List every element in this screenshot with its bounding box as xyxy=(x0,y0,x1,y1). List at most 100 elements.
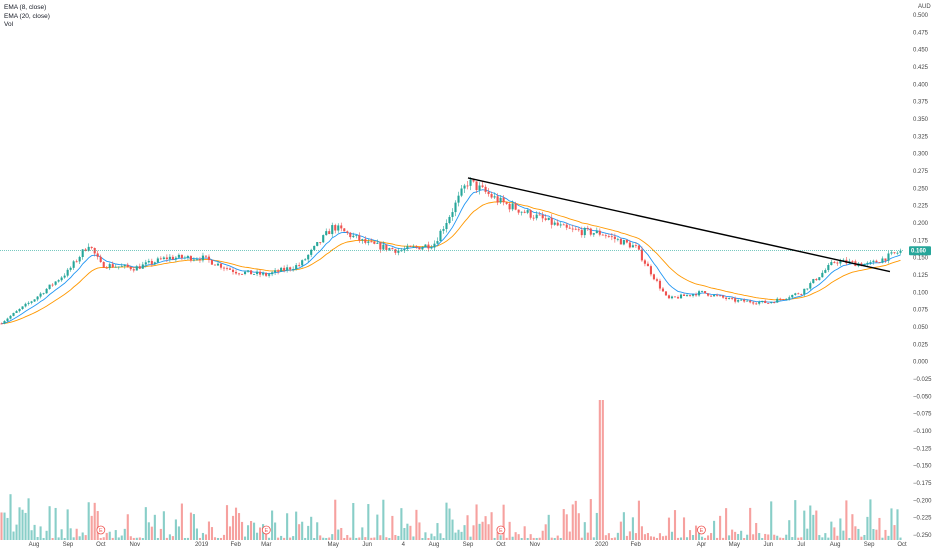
candle-body xyxy=(743,299,746,302)
volume-bar xyxy=(397,535,400,540)
candle-body xyxy=(313,245,316,250)
candle-body xyxy=(448,216,451,224)
candle-body xyxy=(478,185,481,191)
volume-bar xyxy=(84,535,87,540)
trendline[interactable] xyxy=(467,177,891,273)
candle-body xyxy=(364,239,367,243)
candle-body xyxy=(18,308,21,312)
volume-bar xyxy=(610,537,613,540)
candle-body xyxy=(33,299,36,302)
volume-bar xyxy=(207,521,211,540)
candle-body xyxy=(207,256,211,261)
price-axis[interactable]: 0.500 0.475 0.450 0.425 0.400 0.375 0.350 0.325… xyxy=(913,13,932,539)
candle-body xyxy=(610,236,613,238)
volume-bar xyxy=(556,535,559,540)
volume-bar xyxy=(670,531,674,540)
volume-bar xyxy=(337,529,340,540)
volume-bar xyxy=(878,517,881,540)
legend-ema-20[interactable]: EMA (20, close) xyxy=(4,12,50,20)
candle-body xyxy=(532,217,535,219)
x-tick-label: Sep xyxy=(463,542,474,548)
volume-bar xyxy=(105,532,108,540)
candle-body xyxy=(135,266,138,271)
candle-body xyxy=(716,294,719,296)
volume-bar xyxy=(412,536,415,540)
volume-bar xyxy=(619,521,622,540)
ema-8-line xyxy=(1,189,901,325)
volume-bar xyxy=(201,532,205,540)
candle-body xyxy=(661,288,665,292)
candle-body xyxy=(415,246,418,248)
volume-bar xyxy=(180,503,183,540)
volume-bar xyxy=(526,537,529,540)
time-axis[interactable]: Aug Sep Oct Nov 2019 Feb Mar May Jun 4 Aug Sep Oct No… xyxy=(29,542,907,548)
volume-bar xyxy=(225,505,229,540)
candle-body xyxy=(544,218,547,220)
volume-bar xyxy=(598,400,601,540)
volume-bar xyxy=(424,532,427,540)
volume-bar xyxy=(418,522,421,540)
candle-body xyxy=(670,296,674,299)
legend-ema-8[interactable]: EMA (8, close) xyxy=(4,4,47,11)
legend-volume[interactable]: Vol xyxy=(4,21,14,28)
candle-body xyxy=(436,241,439,244)
candle-body xyxy=(550,217,553,225)
x-tick-label: Oct xyxy=(897,542,907,548)
candle-body xyxy=(274,270,277,273)
volume-bar xyxy=(283,537,286,540)
volume-bar xyxy=(274,522,277,540)
candle-body xyxy=(228,268,232,270)
candle-body xyxy=(878,262,881,264)
candle-body xyxy=(373,241,376,244)
currency-label: AUD xyxy=(918,4,931,10)
y-tick-label: 0.275 xyxy=(913,169,929,175)
candle-body xyxy=(758,302,761,304)
volume-bar xyxy=(716,537,719,540)
indicator-legend: EMA (8, close) EMA (20, close) Vol xyxy=(4,4,50,30)
x-tick-label: Apr xyxy=(697,542,706,548)
volume-bar xyxy=(875,529,878,540)
candle-body xyxy=(646,263,649,267)
candle-body xyxy=(15,311,18,313)
volume-bar xyxy=(213,537,217,540)
candle-body xyxy=(872,260,875,262)
volume-bar xyxy=(478,523,481,540)
candle-body xyxy=(809,283,812,289)
volume-bar xyxy=(463,525,466,540)
candle-body xyxy=(655,279,659,281)
volume-bar xyxy=(256,532,259,540)
candle-body xyxy=(767,303,770,304)
candle-body xyxy=(271,272,274,275)
volume-bar xyxy=(637,500,640,540)
volume-bar xyxy=(890,508,893,540)
volume-bar xyxy=(857,528,860,540)
volume-bar xyxy=(640,526,643,540)
candle-body xyxy=(487,191,490,195)
x-tick-label: Aug xyxy=(29,542,40,548)
volume-bar xyxy=(253,522,256,540)
candle-body xyxy=(791,294,794,298)
candle-body xyxy=(896,252,899,254)
volume-bar xyxy=(370,537,373,540)
volume-bar xyxy=(899,537,902,540)
candle-body xyxy=(634,245,637,247)
volume-bar xyxy=(460,531,463,540)
candle-body xyxy=(472,179,475,182)
volume-bar xyxy=(505,537,508,540)
volume-bar xyxy=(872,529,875,540)
candle-body xyxy=(198,259,201,261)
candle-body xyxy=(451,212,454,217)
candle-body xyxy=(397,250,400,253)
candle-body xyxy=(466,185,469,187)
candle-body xyxy=(421,247,424,250)
volume-bar xyxy=(448,508,451,540)
volume-bar xyxy=(713,520,716,540)
volume-bar xyxy=(824,533,827,540)
volume-bar xyxy=(93,502,96,540)
volume-bar xyxy=(126,514,129,540)
volume-bar xyxy=(881,537,884,540)
volume-bar xyxy=(451,519,454,540)
candle-body xyxy=(794,293,797,295)
candle-body xyxy=(520,211,523,213)
